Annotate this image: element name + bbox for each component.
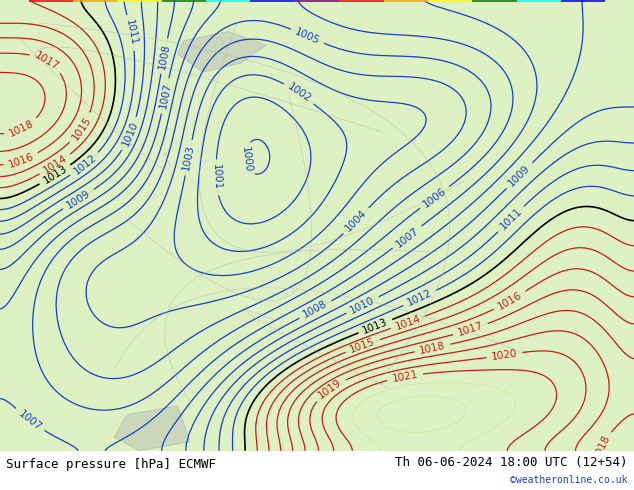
Text: 1010: 1010 bbox=[120, 120, 140, 148]
Text: 1017: 1017 bbox=[33, 50, 61, 72]
Bar bbox=[517, 0, 561, 2]
Text: 1021: 1021 bbox=[391, 369, 419, 384]
Bar bbox=[561, 0, 605, 2]
Text: 1008: 1008 bbox=[302, 299, 330, 320]
Text: 1005: 1005 bbox=[294, 26, 321, 46]
Text: 1018: 1018 bbox=[8, 118, 36, 139]
Bar bbox=[428, 0, 472, 2]
Text: 1009: 1009 bbox=[65, 188, 92, 210]
Bar bbox=[339, 0, 384, 2]
Text: 1016: 1016 bbox=[496, 290, 524, 312]
Text: 1014: 1014 bbox=[41, 153, 69, 176]
Bar bbox=[250, 0, 295, 2]
Text: 1009: 1009 bbox=[507, 163, 533, 188]
Text: 1013: 1013 bbox=[361, 317, 389, 336]
Text: 1007: 1007 bbox=[16, 408, 43, 432]
Text: 1000: 1000 bbox=[240, 146, 252, 173]
Bar bbox=[117, 0, 162, 2]
Text: 1013: 1013 bbox=[41, 164, 69, 186]
Text: Surface pressure [hPa] ECMWF: Surface pressure [hPa] ECMWF bbox=[6, 458, 216, 471]
Text: 1015: 1015 bbox=[349, 337, 377, 355]
Text: 1011: 1011 bbox=[124, 19, 139, 47]
Text: 1015: 1015 bbox=[70, 115, 93, 142]
Text: 1018: 1018 bbox=[592, 433, 612, 461]
Text: 1002: 1002 bbox=[285, 82, 313, 105]
Text: Th 06-06-2024 18:00 UTC (12+54): Th 06-06-2024 18:00 UTC (12+54) bbox=[395, 456, 628, 469]
Text: 1008: 1008 bbox=[157, 42, 171, 70]
Text: 1006: 1006 bbox=[421, 186, 448, 209]
Text: 1001: 1001 bbox=[210, 164, 222, 191]
Text: 1019: 1019 bbox=[316, 377, 344, 401]
Text: 1012: 1012 bbox=[406, 288, 434, 308]
Text: 1011: 1011 bbox=[498, 206, 524, 232]
Bar bbox=[73, 0, 117, 2]
Text: 1016: 1016 bbox=[7, 151, 36, 170]
Text: 1007: 1007 bbox=[394, 225, 420, 249]
Bar bbox=[295, 0, 339, 2]
Text: 1014: 1014 bbox=[394, 313, 422, 331]
Bar bbox=[472, 0, 517, 2]
Text: 1020: 1020 bbox=[491, 348, 519, 362]
Text: 1017: 1017 bbox=[456, 321, 484, 338]
Text: 1018: 1018 bbox=[418, 341, 446, 356]
Text: 1012: 1012 bbox=[72, 152, 98, 177]
Bar bbox=[29, 0, 73, 2]
Text: ©weatheronline.co.uk: ©weatheronline.co.uk bbox=[510, 475, 628, 485]
Bar bbox=[384, 0, 428, 2]
Text: 1007: 1007 bbox=[158, 82, 173, 110]
Text: 1003: 1003 bbox=[181, 144, 196, 172]
Bar bbox=[162, 0, 206, 2]
Text: 1004: 1004 bbox=[344, 208, 369, 234]
Bar bbox=[206, 0, 250, 2]
Text: 1010: 1010 bbox=[349, 294, 377, 316]
